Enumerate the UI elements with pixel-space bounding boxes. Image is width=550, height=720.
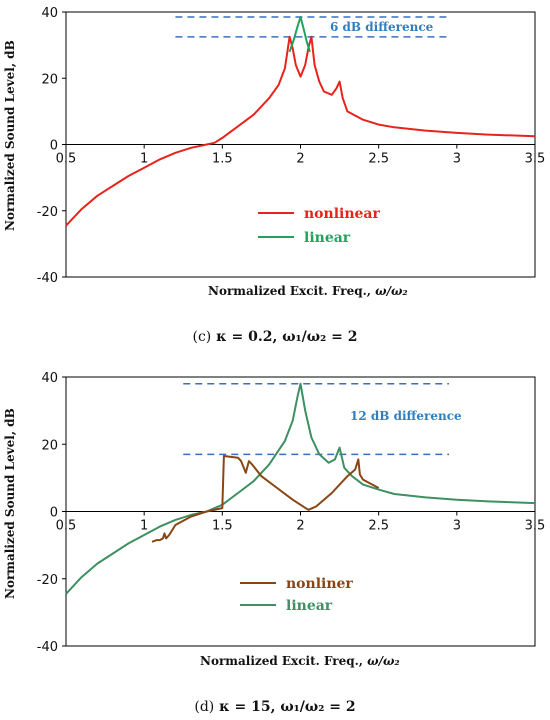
chart-d-annotation: 12 dB difference <box>350 409 462 423</box>
chart-c-annotation: 6 dB difference <box>330 20 434 34</box>
chart-c-caption-text: κ = 0.2, ω₁/ω₂ = 2 <box>216 329 358 345</box>
chart-c-xlabel-text: Normalized Excit. Freq., <box>208 284 371 298</box>
chart-d-xtick-label: 0.5 <box>56 519 77 534</box>
chart-d-caption-text: κ = 15, ω₁/ω₂ = 2 <box>219 699 356 715</box>
chart-c-series-nonlinear <box>65 35 536 227</box>
chart-d-legend-label: nonliner <box>286 576 353 592</box>
chart-d-xtick-label: 1 <box>140 519 148 534</box>
chart-c-ytick-label: 20 <box>41 72 58 87</box>
chart-d-panel-label: (d) <box>194 699 215 715</box>
chart-c-ylabel: Normalized Sound Level, dB <box>3 40 17 231</box>
chart-d-ytick-label: 0 <box>50 506 58 521</box>
chart-c-xtick-label: 2.5 <box>368 152 389 167</box>
chart-panel-d: 40 20 0 -20 -40 0.5 1 1.5 2 2.5 3 3.5 12 dB differen… <box>0 365 550 720</box>
chart-d-xlabel: Normalized Excit. Freq., ω/ω₂ <box>200 654 400 668</box>
chart-d-series-nonliner <box>151 455 380 543</box>
chart-c-xtick-label: 1 <box>140 152 148 167</box>
chart-c-xtick-label: 1.5 <box>212 152 233 167</box>
chart-c-xtick-label: 3 <box>453 152 461 167</box>
chart-c-ytick-label: 40 <box>41 6 58 21</box>
chart-c-ytick-label: -20 <box>37 205 58 220</box>
chart-d-ytick-label: 20 <box>41 438 58 453</box>
chart-d-xlabel-text: Normalized Excit. Freq., <box>200 654 363 668</box>
chart-c-panel-label: (c) <box>192 329 212 345</box>
chart-c-xtick-label: 2 <box>296 152 304 167</box>
chart-c-legend-label: nonlinear <box>304 206 380 222</box>
chart-d-ytick-label: -20 <box>37 573 58 588</box>
chart-c-caption: (c) κ = 0.2, ω₁/ω₂ = 2 <box>0 329 550 345</box>
chart-d-xlabel-symbol: ω/ω₂ <box>367 654 400 668</box>
chart-c-ytick-label: -40 <box>37 271 58 286</box>
chart-d-xtick-label: 3.5 <box>525 519 546 534</box>
chart-d-xtick-label: 3 <box>453 519 461 534</box>
chart-d-caption: (d) κ = 15, ω₁/ω₂ = 2 <box>0 699 550 715</box>
chart-d-plot: 40 20 0 -20 -40 0.5 1 1.5 2 2.5 3 3.5 12 dB differen… <box>37 371 546 655</box>
chart-c-ytick-label: 0 <box>50 139 58 154</box>
chart-d-ytick-label: 40 <box>41 371 58 386</box>
chart-d-ytick-label: -40 <box>37 640 58 655</box>
chart-c-xlabel: Normalized Excit. Freq., ω/ω₂ <box>208 284 408 298</box>
chart-c-plot: 40 20 0 -20 -40 0.5 1 1.5 2 2.5 3 3.5 6 dB differenc… <box>37 6 546 286</box>
chart-d-legend-label: linear <box>286 598 333 614</box>
chart-d-xtick-label: 2 <box>296 519 304 534</box>
chart-c-series-linear <box>288 16 311 53</box>
chart-d-xtick-label: 2.5 <box>368 519 389 534</box>
chart-c-xlabel-symbol: ω/ω₂ <box>375 284 408 298</box>
chart-d-series-linear <box>65 382 536 595</box>
chart-c-xtick-label: 3.5 <box>525 152 546 167</box>
chart-d-ylabel: Normalized Sound Level, dB <box>3 408 17 599</box>
chart-panel-c: 40 20 0 -20 -40 0.5 1 1.5 2 2.5 3 3.5 6 dB differenc… <box>0 6 550 345</box>
chart-d-xtick-label: 1.5 <box>212 519 233 534</box>
chart-c-xtick-label: 0.5 <box>56 152 77 167</box>
chart-c-legend-label: linear <box>304 230 351 246</box>
